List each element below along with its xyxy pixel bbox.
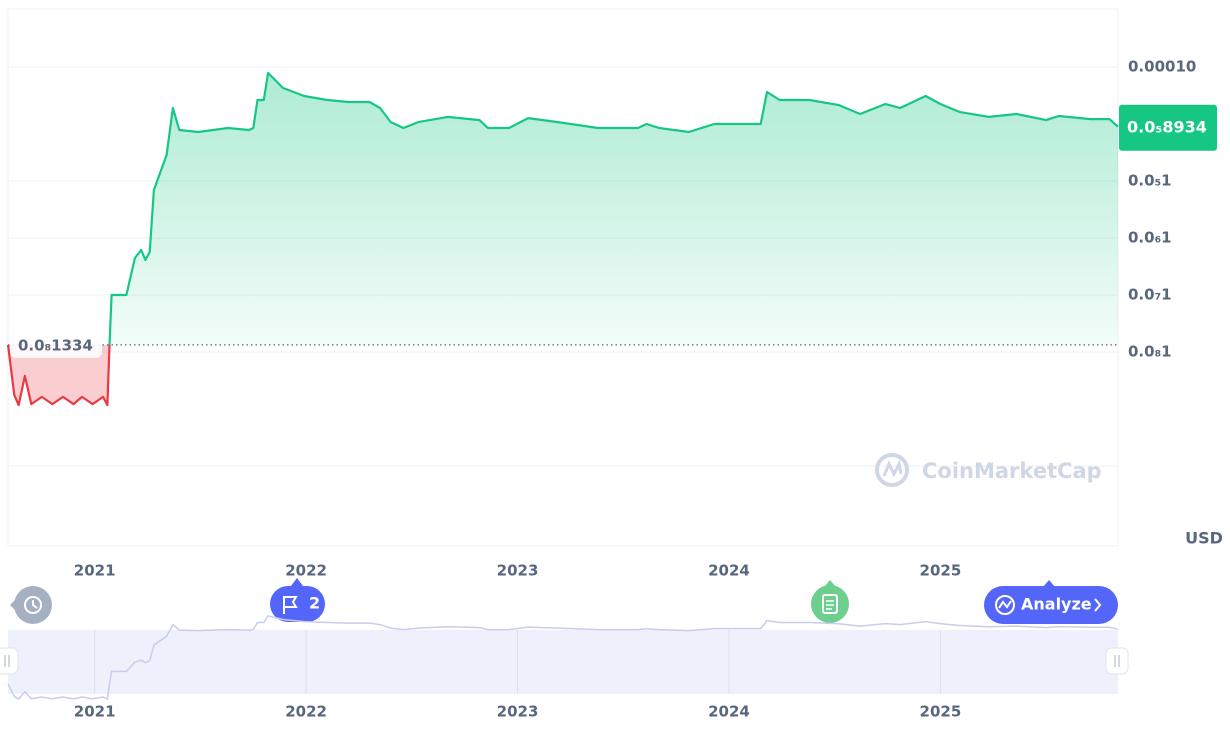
price-tag-label: 0.0₅8934 <box>1127 117 1207 136</box>
navigator-tick-label: 2025 <box>920 703 962 721</box>
navigator-tick-label: 2021 <box>74 703 116 721</box>
y-tick-label: 0.0₇1 <box>1128 286 1172 304</box>
watermark: CoinMarketCap <box>922 459 1102 483</box>
baseline-label: 0.0₈1334 <box>18 336 93 354</box>
x-tick-label: 2025 <box>920 562 962 580</box>
navigator-tick-label: 2024 <box>708 703 750 721</box>
analyze-label: Analyze <box>1021 595 1092 614</box>
events-count: 2 <box>309 594 320 613</box>
events-badge[interactable] <box>270 578 325 622</box>
y-tick-label: 0.00010 <box>1128 58 1196 76</box>
y-tick-label: 0.0₆1 <box>1128 229 1172 247</box>
x-tick-label: 2021 <box>74 562 116 580</box>
navigator-handle-left[interactable] <box>0 647 19 675</box>
area <box>109 73 1118 345</box>
analyze-button[interactable] <box>984 580 1118 624</box>
x-tick-label: 2022 <box>285 562 327 580</box>
x-tick-label: 2024 <box>708 562 750 580</box>
navigator-handle-right[interactable] <box>1105 647 1129 675</box>
x-tick-label: 2023 <box>497 562 539 580</box>
y-tick-label: 0.0₅1 <box>1128 172 1172 190</box>
navigator <box>8 630 1118 694</box>
area <box>8 344 110 406</box>
unit-label: USD <box>1185 529 1223 548</box>
history-button[interactable] <box>10 586 52 624</box>
price-tag <box>1119 104 1217 151</box>
navigator-tick-label: 2022 <box>285 703 327 721</box>
y-tick-label: 0.0₈1 <box>1128 343 1172 361</box>
baseline-tag <box>10 327 102 358</box>
news-button[interactable] <box>811 580 849 623</box>
navigator-tick-label: 2023 <box>497 703 539 721</box>
watermark-logo <box>875 453 909 487</box>
price-line <box>108 71 1119 345</box>
navigator-line <box>7 614 1119 701</box>
price-line <box>6 344 111 407</box>
